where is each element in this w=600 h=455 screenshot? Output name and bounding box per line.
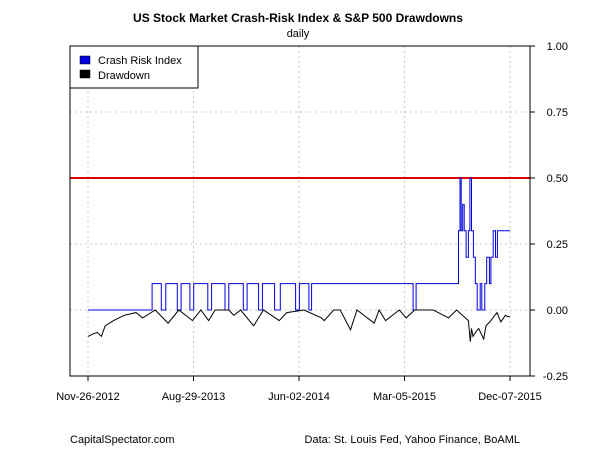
x-axis: Nov-26-2012 Aug-29-2013 Jun-02-2014 Mar-05-…: [56, 376, 542, 403]
y-tick-label: 0.00: [547, 305, 568, 317]
y-tick-label: 0.75: [547, 107, 568, 119]
y-tick-label: 0.50: [547, 173, 568, 185]
series-group: [87, 177, 510, 342]
x-tick-label: Jun-02-2014: [268, 391, 330, 403]
chart-subtitle: daily: [287, 28, 310, 40]
x-tick-label: Dec-07-2015: [478, 391, 542, 403]
legend-swatch-crash-risk-index: [79, 55, 91, 65]
y-tick-label: -0.25: [543, 371, 568, 383]
x-tick-label: Nov-26-2012: [56, 391, 120, 403]
footer-source-right: Data: St. Louis Fed, Yahoo Finance, BoAM…: [305, 434, 520, 446]
x-tick-label: Aug-29-2013: [162, 391, 226, 403]
legend-label-crash-risk-index: Crash Risk Index: [98, 55, 182, 67]
legend-swatch-drawdown: [79, 69, 91, 79]
series-line-drawdown: [87, 308, 510, 342]
y-tick-label: 0.25: [547, 239, 568, 251]
y-tick-label: 1.00: [547, 41, 568, 53]
x-tick-label: Mar-05-2015: [373, 391, 436, 403]
footer-source-left: CapitalSpectator.com: [70, 434, 175, 446]
chart-title: US Stock Market Crash-Risk Index & S&P 5…: [133, 11, 463, 25]
legend-box: [69, 45, 199, 89]
legend: Crash Risk Index Drawdown: [69, 45, 199, 89]
plot-area-frame: [69, 45, 531, 377]
legend-label-drawdown: Drawdown: [98, 70, 150, 82]
y-axis: 1.00 0.75 0.50 0.25 0.00 -0.25: [530, 41, 568, 383]
